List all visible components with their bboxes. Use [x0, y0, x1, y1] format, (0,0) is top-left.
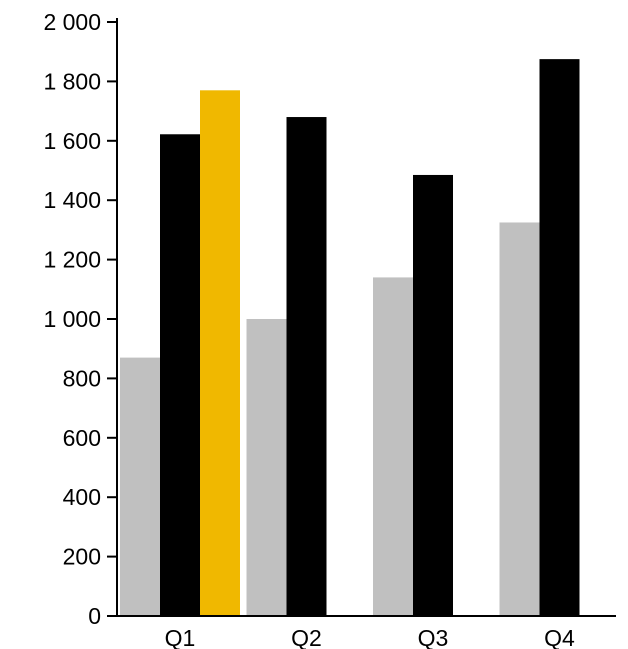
x-tick-label-q3: Q3 [418, 625, 449, 649]
y-tick-label: 0 [88, 603, 101, 629]
bar-q1-series-3 [200, 90, 240, 616]
y-tick-label: 2 000 [43, 9, 101, 35]
x-axis: Q1 Q2 Q3 Q4 [117, 615, 616, 649]
y-tick-label: 600 [63, 425, 101, 451]
y-tick-label: 400 [63, 484, 101, 510]
bar-q1-series-2 [160, 134, 200, 617]
bar-q3-series-2 [413, 174, 453, 616]
x-tick-label-q1: Q1 [165, 625, 196, 649]
y-tick-label: 200 [63, 544, 101, 570]
y-axis: 0 200 400 600 800 1 000 1 200 1 400 1 600 1 800 2 … [43, 9, 118, 629]
bar-q2-series-1 [246, 319, 287, 616]
y-tick-label: 1 600 [43, 128, 101, 154]
x-tick-label-q4: Q4 [544, 625, 575, 649]
bar-q4-series-2 [539, 59, 580, 616]
y-tick-label: 800 [63, 365, 101, 391]
bar-q4-series-1 [499, 222, 540, 616]
y-tick-label: 1 000 [43, 306, 101, 332]
y-tick-label: 1 400 [43, 187, 101, 213]
bar-q1-series-1 [120, 357, 160, 616]
bar-q2-series-2 [286, 117, 327, 616]
x-tick-label-q2: Q2 [291, 625, 322, 649]
y-tick-label: 1 800 [43, 68, 101, 94]
y-tick-label: 1 200 [43, 247, 101, 273]
bar-q3-series-1 [373, 277, 413, 616]
bars-group [120, 59, 580, 617]
